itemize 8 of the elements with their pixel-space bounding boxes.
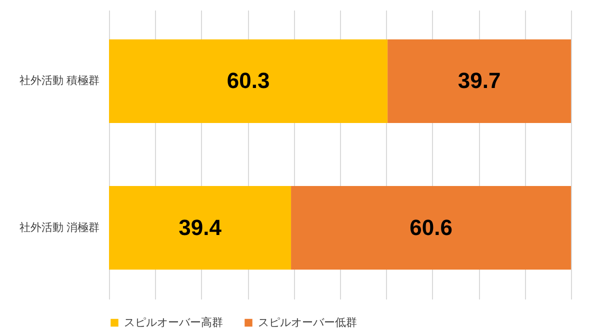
y-tick-label: 社外活動 消極群 xyxy=(19,220,100,234)
data-label: 39.4 xyxy=(178,214,222,240)
legend-label: スピルオーバー高群 xyxy=(124,316,223,329)
data-label: 39.7 xyxy=(458,68,501,94)
y-tick-label: 社外活動 積極群 xyxy=(19,74,100,88)
legend-label: スピルオーバー低群 xyxy=(258,316,357,329)
data-label: 60.3 xyxy=(226,68,270,94)
data-label: 60.6 xyxy=(410,214,452,240)
